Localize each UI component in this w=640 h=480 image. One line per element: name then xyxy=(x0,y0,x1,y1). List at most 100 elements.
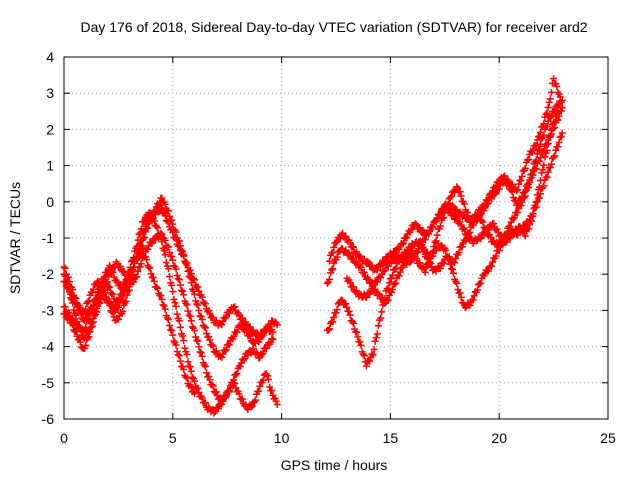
data-point xyxy=(398,240,406,248)
series-pass-4 xyxy=(60,209,281,417)
data-point xyxy=(88,322,96,330)
data-point xyxy=(187,317,195,325)
data-point xyxy=(130,278,138,286)
data-point xyxy=(381,257,389,265)
data-point xyxy=(222,346,230,354)
data-point xyxy=(256,382,264,390)
data-point xyxy=(325,325,333,333)
data-point xyxy=(407,226,415,234)
data-point xyxy=(366,357,374,365)
data-point xyxy=(377,274,385,282)
data-point xyxy=(183,374,191,382)
data-point xyxy=(176,323,184,331)
data-point xyxy=(134,268,142,276)
data-point xyxy=(456,188,464,196)
data-point xyxy=(339,229,347,237)
data-point xyxy=(175,352,183,360)
data-point xyxy=(240,356,248,364)
data-point xyxy=(183,261,191,269)
data-point xyxy=(82,323,90,331)
data-point xyxy=(212,388,220,396)
data-point xyxy=(89,318,97,326)
data-point xyxy=(482,225,490,233)
data-point xyxy=(385,279,393,287)
data-point xyxy=(221,394,229,402)
data-point xyxy=(65,286,73,294)
data-point xyxy=(259,331,267,339)
data-point xyxy=(182,299,190,307)
data-point xyxy=(368,261,376,269)
data-point xyxy=(90,312,98,320)
data-point xyxy=(456,289,464,297)
data-point xyxy=(265,376,273,384)
data-point xyxy=(403,256,411,264)
data-point xyxy=(170,296,178,304)
data-point xyxy=(175,317,183,325)
data-point xyxy=(186,363,194,371)
data-point xyxy=(506,223,514,231)
data-point xyxy=(502,231,510,239)
data-point xyxy=(543,173,551,181)
data-point xyxy=(143,256,151,264)
data-point xyxy=(460,225,468,233)
data-point xyxy=(82,315,90,323)
data-point xyxy=(543,140,551,148)
data-point xyxy=(455,249,463,257)
data-point xyxy=(154,224,162,232)
data-point xyxy=(349,283,357,291)
data-point xyxy=(540,120,548,128)
data-point xyxy=(194,384,202,392)
data-point xyxy=(551,124,559,132)
data-point xyxy=(249,344,257,352)
data-point xyxy=(196,348,204,356)
data-point xyxy=(126,271,134,279)
data-point xyxy=(521,164,529,172)
data-point xyxy=(514,186,522,194)
data-point xyxy=(152,283,160,291)
data-point xyxy=(201,300,209,308)
data-point xyxy=(205,333,213,341)
data-point xyxy=(484,267,492,275)
x-tick-label: 15 xyxy=(383,430,399,446)
data-point xyxy=(395,272,403,280)
data-point xyxy=(546,95,554,103)
data-point xyxy=(533,150,541,158)
data-point xyxy=(528,217,536,225)
data-point xyxy=(466,228,474,236)
data-point xyxy=(539,166,547,174)
data-point xyxy=(225,309,233,317)
data-point xyxy=(263,372,271,380)
data-point xyxy=(516,223,524,231)
data-point xyxy=(492,183,500,191)
data-point xyxy=(182,373,190,381)
data-point xyxy=(539,149,547,157)
y-tick-label: 2 xyxy=(46,121,54,137)
data-point xyxy=(218,321,226,329)
data-point xyxy=(495,179,503,187)
data-point xyxy=(245,331,253,339)
data-point xyxy=(114,297,122,305)
data-point xyxy=(160,246,168,254)
data-point xyxy=(122,297,130,305)
data-point xyxy=(547,88,555,96)
data-point xyxy=(373,330,381,338)
data-point xyxy=(134,236,142,244)
data-point xyxy=(458,243,466,251)
data-point xyxy=(508,180,516,188)
data-point xyxy=(533,191,541,199)
data-point xyxy=(509,230,517,238)
data-point xyxy=(184,358,192,366)
data-point xyxy=(225,341,233,349)
data-point xyxy=(543,109,551,117)
data-point xyxy=(149,274,157,282)
data-point xyxy=(392,279,400,287)
data-point xyxy=(136,229,144,237)
data-point xyxy=(488,262,496,270)
data-point xyxy=(493,225,501,233)
data-series xyxy=(60,75,566,417)
data-point xyxy=(191,390,199,398)
data-point xyxy=(381,266,389,274)
x-tick-label: 10 xyxy=(274,430,290,446)
data-point xyxy=(60,263,68,271)
data-point xyxy=(84,334,92,342)
